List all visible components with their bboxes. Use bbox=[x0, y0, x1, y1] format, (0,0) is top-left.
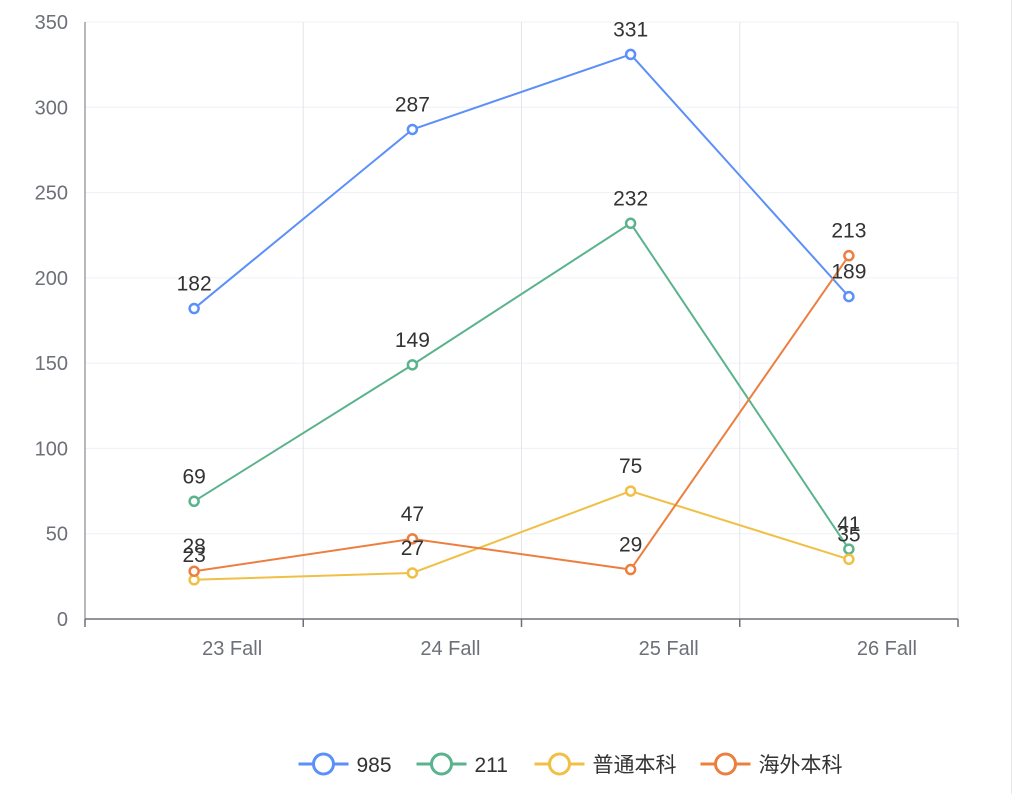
data-point bbox=[624, 563, 637, 576]
data-point bbox=[624, 48, 637, 61]
data-point bbox=[624, 217, 637, 230]
y-tick-label: 300 bbox=[35, 97, 68, 119]
legend-label: 985 bbox=[357, 754, 392, 777]
data-label: 331 bbox=[613, 18, 648, 41]
legend[interactable]: 985 211 普通本科 海外本科 bbox=[298, 752, 843, 777]
data-label: 149 bbox=[395, 329, 430, 352]
series-line bbox=[193, 53, 850, 310]
legend-item[interactable]: 普通本科 bbox=[534, 752, 677, 777]
legend-circle-icon bbox=[714, 752, 737, 776]
data-label: 27 bbox=[401, 537, 424, 560]
data-label: 189 bbox=[831, 261, 866, 284]
grid-layer bbox=[85, 21, 959, 619]
data-label: 232 bbox=[613, 187, 648, 210]
legend-item[interactable]: 海外本科 bbox=[700, 752, 843, 777]
y-tick-label: 50 bbox=[46, 524, 68, 546]
data-label: 29 bbox=[619, 534, 642, 557]
data-point bbox=[188, 302, 200, 315]
legend-circle-icon bbox=[430, 752, 453, 776]
data-label: 47 bbox=[401, 503, 424, 526]
y-tick-label: 100 bbox=[35, 438, 68, 460]
series-layer bbox=[188, 48, 855, 586]
data-point bbox=[406, 123, 419, 136]
data-point bbox=[406, 359, 419, 371]
x-tick-label: 25 Fall bbox=[639, 638, 699, 660]
series-line bbox=[194, 490, 850, 581]
y-tick-label: 0 bbox=[57, 609, 68, 631]
legend-circle-icon bbox=[312, 752, 335, 776]
series-line bbox=[193, 255, 850, 573]
data-point bbox=[188, 565, 200, 577]
data-label: 182 bbox=[177, 273, 212, 296]
data-label: 213 bbox=[831, 220, 866, 243]
data-label: 75 bbox=[619, 455, 642, 478]
data-label: 287 bbox=[395, 93, 430, 116]
y-tick-label: 350 bbox=[35, 12, 68, 34]
data-point bbox=[843, 553, 855, 566]
x-tick-label: 23 Fall bbox=[202, 638, 262, 660]
data-label: 35 bbox=[837, 523, 860, 546]
data-point bbox=[406, 533, 419, 545]
x-tick-label: 26 Fall bbox=[857, 638, 917, 660]
legend-label: 211 bbox=[475, 754, 508, 777]
legend-label: 普通本科 bbox=[593, 754, 677, 777]
data-label: 69 bbox=[182, 465, 205, 488]
legend-label: 海外本科 bbox=[759, 754, 843, 777]
data-point bbox=[843, 290, 855, 303]
data-point bbox=[843, 249, 855, 262]
y-tick-label: 200 bbox=[35, 268, 68, 290]
data-label: 23 bbox=[182, 544, 205, 567]
y-tick-label: 150 bbox=[35, 353, 68, 375]
legend-circle-icon bbox=[548, 752, 571, 776]
data-label-layer: 182 287 331 189 69 149 232 41 23 27 75 35 28 47 29 213 bbox=[177, 18, 867, 566]
data-label: 41 bbox=[837, 513, 860, 536]
x-tick-label: 24 Fall bbox=[420, 638, 480, 660]
series-line bbox=[193, 221, 850, 550]
y-tick-label: 250 bbox=[35, 183, 68, 205]
data-label: 28 bbox=[182, 535, 205, 558]
data-point bbox=[188, 495, 200, 508]
legend-item[interactable]: 985 bbox=[298, 752, 392, 777]
axis-layer: 0 50 100 150 200 250 300 350 23 Fall 24 Fall 25 Fa… bbox=[35, 12, 959, 660]
legend-item[interactable]: 211 bbox=[416, 752, 508, 777]
data-point bbox=[624, 485, 637, 497]
data-point bbox=[406, 567, 419, 579]
